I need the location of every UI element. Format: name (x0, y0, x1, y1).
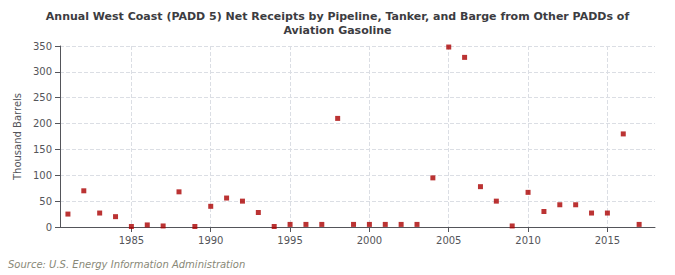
svg-text:Source: U.S. Energy Informatio: Source: U.S. Energy Information Administ… (8, 259, 245, 270)
svg-text:100: 100 (33, 170, 52, 181)
svg-text:200: 200 (33, 118, 52, 129)
svg-text:300: 300 (33, 66, 52, 77)
svg-text:2015: 2015 (595, 235, 620, 246)
svg-text:Thousand Barrels: Thousand Barrels (12, 93, 23, 181)
svg-text:Annual West Coast (PADD 5) Net: Annual West Coast (PADD 5) Net Receipts … (46, 10, 630, 23)
svg-text:2010: 2010 (515, 235, 540, 246)
svg-text:1985: 1985 (119, 235, 144, 246)
svg-text:2005: 2005 (436, 235, 461, 246)
svg-text:350: 350 (33, 41, 52, 52)
svg-text:0: 0 (46, 222, 52, 233)
svg-text:250: 250 (33, 92, 52, 103)
svg-text:Aviation Gasoline: Aviation Gasoline (283, 24, 391, 37)
svg-text:150: 150 (33, 144, 52, 155)
svg-text:1995: 1995 (277, 235, 302, 246)
svg-text:1990: 1990 (198, 235, 223, 246)
svg-text:50: 50 (39, 196, 52, 207)
svg-text:2000: 2000 (357, 235, 382, 246)
